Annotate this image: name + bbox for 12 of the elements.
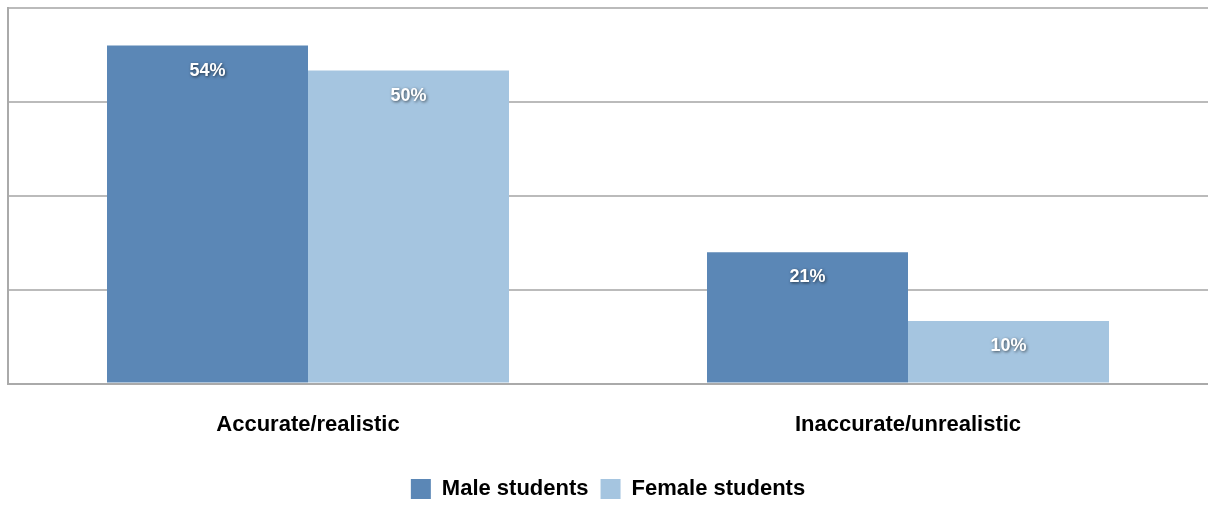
data-label: 10% <box>990 334 1027 355</box>
data-label: 54% <box>189 59 226 80</box>
legend-label: Male students <box>441 475 589 501</box>
bar <box>908 321 1109 383</box>
x-tick-label: Inaccurate/unrealistic <box>794 410 1022 436</box>
legend-label: Female students <box>631 475 806 501</box>
bar <box>308 70 509 383</box>
data-label: 50% <box>390 84 427 105</box>
data-label: 21% <box>789 266 826 287</box>
bar <box>107 45 308 383</box>
bar <box>707 252 908 383</box>
x-tick-label: Accurate/realistic <box>216 410 400 436</box>
